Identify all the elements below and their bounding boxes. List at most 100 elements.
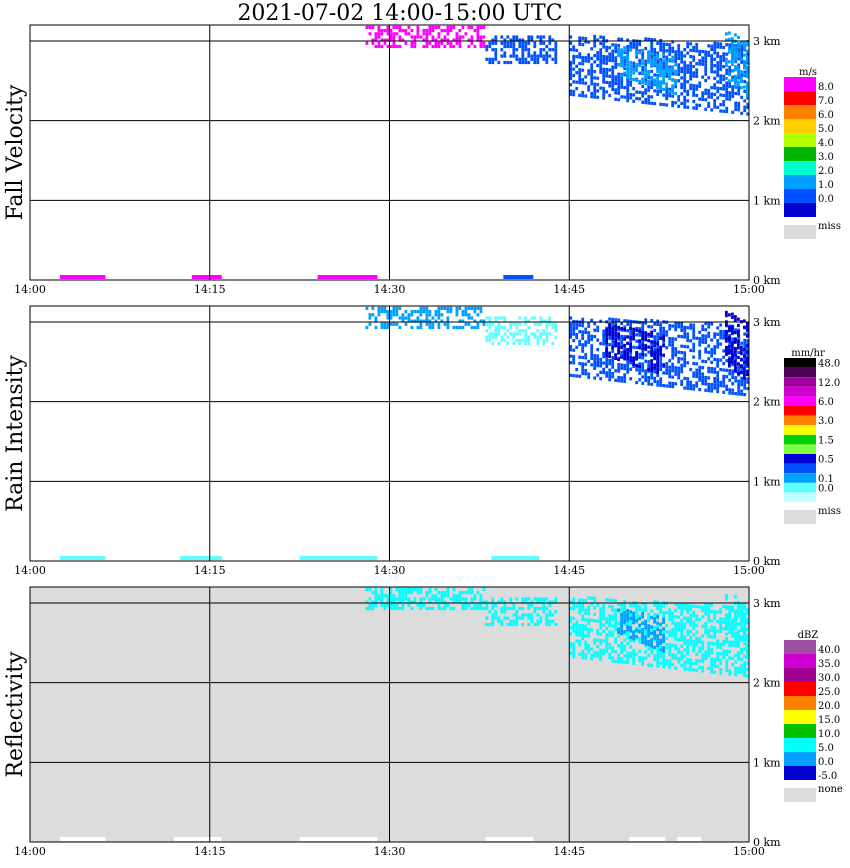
heatmap-cell [671,343,675,347]
heatmap-cell [719,626,723,630]
heatmap-cell [746,91,749,95]
heatmap-cell [437,606,441,611]
heatmap-cell [572,80,576,84]
heatmap-cell [707,619,711,623]
heatmap-cell [644,344,647,348]
heatmap-cell [644,334,647,339]
legend-swatch [784,766,816,780]
heatmap-cell [707,44,711,48]
heatmap-cell [746,321,749,326]
heatmap-cell [410,606,414,611]
heatmap-cell [602,639,606,643]
heatmap-cell [695,614,699,618]
heatmap-cell [680,635,684,639]
legend-missing-swatch [784,788,816,802]
heatmap-cell [620,603,624,607]
heatmap-cell [725,97,729,101]
heatmap-cell [737,629,740,633]
heatmap-cell [638,656,642,660]
heatmap-cell [446,310,450,314]
heatmap-cell [479,38,483,42]
heatmap-cell [551,341,555,346]
heatmap-cell [581,365,585,369]
heatmap-cell [623,66,627,70]
heatmap-cell [740,606,744,610]
heatmap-cell [500,35,504,39]
heatmap-cell [500,325,504,330]
heatmap-cell [614,378,618,382]
heatmap-cell [590,318,594,322]
panel-reflectivity: 14:00 14:15 14:30 14:45 15:000 km1 km2 km3 k… [3,586,843,858]
heatmap-cell [662,45,666,49]
heatmap-cell [710,628,714,633]
heatmap-cell [416,35,420,39]
heatmap-cell [377,313,381,317]
heatmap-cell [617,85,621,89]
heatmap-cell [599,61,603,65]
heatmap-cell [686,604,690,608]
heatmap-cell [578,93,582,97]
heatmap-cell [683,325,687,329]
heatmap-cell [740,51,744,55]
heatmap-cell [695,384,699,388]
heatmap-cell [671,324,675,328]
heatmap-cell [548,600,552,604]
heatmap-cell [599,35,603,39]
heatmap-cell [710,648,714,652]
heatmap-cell [641,375,645,379]
heatmap-cell [713,613,717,617]
heatmap-cell [722,103,726,107]
heatmap-cell [416,25,420,29]
heatmap-cell [611,340,615,344]
heatmap-cell [590,91,594,96]
heatmap-cell [617,47,620,51]
heatmap-cell [683,661,687,665]
heatmap-cell [686,658,690,662]
heatmap-cell [632,330,635,335]
heatmap-cell [641,80,644,84]
x-tick-label: 14:30 [374,564,406,577]
legend-swatch [784,203,816,217]
heatmap-cell [647,98,651,102]
heatmap-cell [488,322,492,326]
heatmap-cell [614,340,617,345]
x-tick-label: 14:45 [553,564,585,577]
heatmap-cell [572,642,576,646]
heatmap-cell [680,619,684,623]
heatmap-cell [401,38,405,42]
heatmap-cell [680,54,684,58]
heatmap-cell [620,346,623,350]
heatmap-cell [683,329,687,333]
heatmap-cell [719,661,723,665]
heatmap-cell [614,353,617,357]
heatmap-cell [662,353,665,357]
heatmap-cell [731,621,734,625]
heatmap-cell [689,77,693,81]
heatmap-cell [662,78,665,82]
heatmap-cell [746,75,749,79]
heatmap-cell [377,29,381,33]
heatmap-cell [716,655,720,659]
heatmap-cell [713,105,717,109]
heatmap-cell [587,647,591,651]
heatmap-cell [692,626,696,631]
heatmap-cell [698,372,702,376]
heatmap-cell [602,613,606,617]
heatmap-cell [641,662,645,666]
heatmap-cell [713,386,717,390]
heatmap-cell [647,624,650,628]
heatmap-cell [509,606,513,611]
heatmap-cell [641,621,644,625]
heatmap-cell [452,606,456,611]
heatmap-cell [434,38,438,42]
heatmap-cell [716,370,720,375]
heatmap-cell [731,369,735,373]
heatmap-cell [611,624,615,628]
heatmap-cell [710,667,714,671]
heatmap-cell [629,70,632,74]
heatmap-cell [479,25,483,29]
heatmap-cell [653,56,656,60]
heatmap-cell [695,381,699,385]
heatmap-cell [740,73,744,77]
heatmap-cell [614,618,618,622]
